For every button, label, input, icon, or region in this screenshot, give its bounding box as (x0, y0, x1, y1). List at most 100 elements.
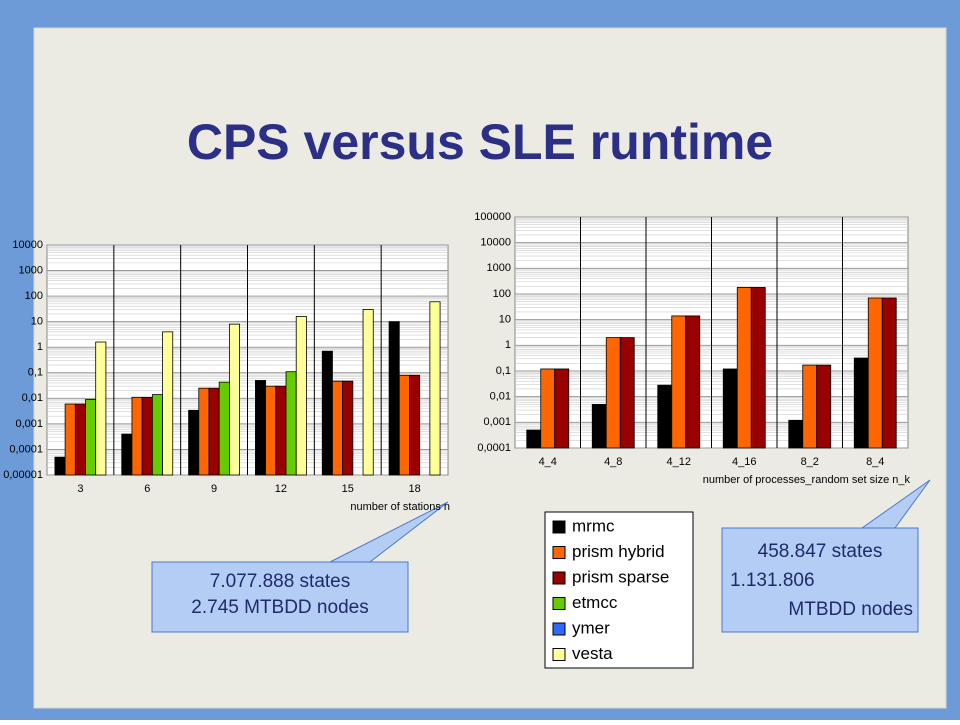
bar (388, 321, 400, 476)
bar (285, 371, 297, 476)
y-tick-label: 0,001 (15, 418, 43, 430)
slide-title: CPS versus SLE runtime (187, 114, 773, 170)
bar (867, 297, 883, 449)
bar (788, 419, 804, 449)
legend-label: prism sparse (572, 567, 669, 586)
bar (332, 380, 344, 476)
callout-text: 458.847 states (758, 541, 883, 562)
bar (265, 385, 277, 476)
y-tick-label: 0,001 (483, 416, 511, 428)
y-tick-label: 0,01 (490, 391, 511, 403)
bar (554, 368, 570, 449)
legend-label: vesta (572, 644, 613, 663)
bar (74, 403, 86, 476)
bar (188, 409, 200, 476)
bar (255, 380, 267, 476)
bar (198, 387, 210, 476)
y-tick-label: 0,0001 (9, 443, 43, 455)
x-tick-label: 4_12 (667, 456, 691, 468)
y-tick-label: 0,0001 (477, 442, 511, 454)
y-tick-label: 10 (499, 314, 511, 326)
bar (685, 315, 701, 449)
bar (881, 297, 897, 449)
x-tick-label: 4_16 (732, 456, 756, 468)
bar (429, 301, 441, 476)
x-tick-label: 18 (408, 483, 420, 495)
legend-label: ymer (572, 618, 610, 637)
callout-tail (860, 479, 931, 529)
y-tick-label: 1000 (19, 264, 43, 276)
bar (295, 316, 307, 476)
legend-swatch (552, 520, 566, 534)
x-tick-label: 4_8 (604, 456, 622, 468)
bar (275, 385, 287, 476)
callout-text: MTBDD nodes (788, 599, 913, 620)
bar (619, 337, 635, 449)
x-tick-label: 4_4 (539, 456, 557, 468)
y-tick-label: 10000 (480, 237, 511, 249)
bar (398, 374, 410, 476)
y-tick-label: 100 (25, 290, 43, 302)
legend-swatch (552, 622, 566, 636)
bar (95, 341, 107, 476)
y-tick-label: 100000 (474, 211, 511, 223)
bar (605, 337, 621, 449)
callout (151, 561, 409, 633)
legend-label: prism hybrid (572, 542, 665, 561)
bar (208, 387, 220, 476)
y-tick-label: 0,01 (22, 392, 43, 404)
bar (342, 380, 354, 476)
bar (722, 368, 738, 449)
x-axis-label: number of processes_random set size n_k (703, 474, 911, 486)
y-tick-label: 1 (505, 339, 511, 351)
x-tick-label: 8_2 (801, 456, 819, 468)
callout (721, 527, 919, 633)
y-tick-label: 0,1 (28, 367, 43, 379)
x-tick-label: 9 (211, 483, 217, 495)
y-tick-label: 0,00001 (3, 469, 43, 481)
bar (802, 364, 818, 449)
bar (409, 374, 421, 476)
bar (671, 315, 687, 449)
legend-swatch (552, 546, 566, 559)
bar (853, 357, 869, 449)
x-axis-label: number of stations n (350, 501, 450, 513)
callout-tail (329, 501, 449, 563)
callout-text: 7.077.888 states (210, 571, 351, 592)
legend (544, 511, 694, 669)
x-tick-label: 15 (342, 483, 354, 495)
y-tick-label: 10000 (12, 239, 43, 251)
x-tick-label: 12 (275, 483, 287, 495)
y-tick-label: 10 (31, 316, 43, 328)
x-tick-label: 3 (77, 483, 83, 495)
bar (228, 323, 240, 476)
callout-text: 1.131.806 (730, 570, 815, 591)
bar (591, 403, 607, 449)
callout-text: 2.745 MTBDD nodes (191, 597, 368, 618)
legend-swatch (552, 597, 566, 610)
bar (218, 381, 230, 476)
bar (64, 403, 76, 476)
bar (85, 399, 97, 476)
bar (54, 456, 66, 476)
bar (321, 350, 333, 476)
legend-label: etmcc (572, 593, 618, 612)
legend-swatch (552, 571, 566, 585)
bar (121, 433, 133, 476)
legend-label: mrmc (572, 516, 615, 535)
y-tick-label: 0,1 (496, 365, 511, 377)
bar (141, 396, 153, 476)
bar (657, 384, 673, 449)
bar (540, 368, 556, 449)
bar (162, 331, 174, 476)
bar (151, 394, 163, 476)
x-tick-label: 6 (144, 483, 150, 495)
bar (526, 429, 542, 449)
y-tick-label: 1000 (487, 262, 511, 274)
bar (362, 309, 374, 476)
bar (750, 287, 766, 449)
y-tick-label: 1 (37, 341, 43, 353)
bar (131, 396, 143, 476)
